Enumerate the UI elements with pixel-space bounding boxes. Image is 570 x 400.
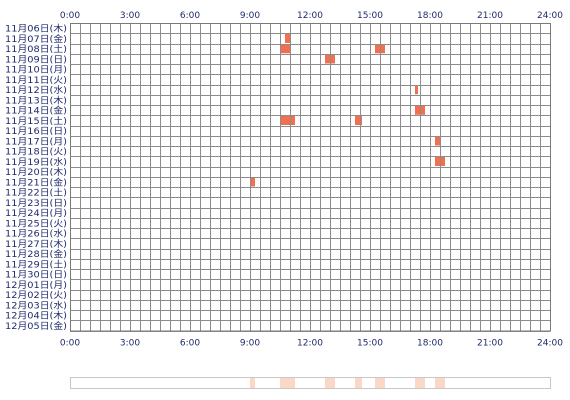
day-label: 11月21日(金) [5, 176, 67, 188]
summary-frame [70, 377, 551, 389]
summary-mark [375, 378, 385, 388]
x-tick-top: 9:00 [240, 11, 260, 21]
day-label: 11月15日(土) [5, 115, 67, 127]
x-tick-bottom: 15:00 [357, 339, 383, 349]
activity-block [355, 115, 362, 125]
chart-grid [70, 23, 551, 332]
day-label: 11月23日(日) [5, 198, 67, 209]
day-label: 11月17日(月) [5, 136, 67, 147]
day-label: 11月27日(木) [5, 238, 67, 250]
activity-block [280, 44, 290, 54]
day-label: 12月05日(金) [5, 320, 67, 332]
x-tick-top: 21:00 [477, 11, 503, 21]
day-label: 11月16日(日) [5, 126, 67, 137]
day-label: 12月04日(木) [5, 310, 67, 322]
summary-mark [415, 378, 425, 388]
activity-block [435, 136, 440, 146]
activity-blocks [250, 33, 445, 187]
x-tick-top: 18:00 [417, 11, 443, 21]
day-label: 11月30日(日) [5, 270, 67, 281]
day-label: 11月06日(木) [5, 23, 67, 35]
day-label: 11月14日(金) [5, 105, 67, 117]
x-tick-bottom: 6:00 [180, 339, 200, 349]
day-label: 11月26日(水) [5, 228, 67, 240]
day-label: 11月18日(火) [5, 147, 67, 158]
day-label: 12月03日(水) [5, 299, 67, 311]
x-tick-bottom: 3:00 [120, 339, 140, 349]
bottom-time-axis: 0:00 3:00 6:00 9:00 12:00 15:00 18:00 21:00 24:0… [60, 339, 563, 349]
day-label: 11月09日(日) [5, 54, 67, 65]
x-tick-bottom: 24:00 [537, 339, 563, 349]
day-label: 11月13日(木) [5, 94, 67, 106]
day-label: 11月20日(木) [5, 166, 67, 178]
day-label: 11月29日(土) [5, 258, 67, 270]
x-tick-top: 0:00 [60, 11, 80, 21]
x-tick-bottom: 0:00 [60, 339, 80, 349]
plot-border [70, 23, 551, 332]
day-label: 11月24日(月) [5, 208, 67, 219]
activity-block [415, 85, 418, 95]
x-tick-bottom: 18:00 [417, 339, 443, 349]
activity-block [250, 177, 255, 187]
summary-mark [250, 378, 255, 388]
summary-strip [70, 377, 551, 389]
summary-mark [325, 378, 335, 388]
day-label: 11月08日(土) [5, 43, 67, 55]
day-label: 11月28日(金) [5, 248, 67, 260]
day-label: 11月19日(水) [5, 156, 67, 168]
x-tick-top: 3:00 [120, 11, 140, 21]
day-label: 11月11日(火) [5, 75, 67, 86]
day-label: 11月07日(金) [5, 33, 67, 45]
day-labels: 11月06日(木)11月07日(金)11月08日(土)11月09日(日)11月1… [5, 23, 67, 332]
summary-mark [435, 378, 445, 388]
x-tick-bottom: 12:00 [297, 339, 323, 349]
summary-mark [280, 378, 295, 388]
day-label: 11月12日(水) [5, 84, 67, 96]
x-tick-top: 12:00 [297, 11, 323, 21]
x-tick-bottom: 21:00 [477, 339, 503, 349]
day-label: 12月02日(火) [5, 290, 67, 301]
day-label: 11月25日(火) [5, 218, 67, 229]
top-time-axis: 0:00 3:00 6:00 9:00 12:00 15:00 18:00 21:00 24:0… [60, 11, 563, 21]
x-tick-top: 15:00 [357, 11, 383, 21]
day-label: 12月01日(月) [5, 280, 67, 291]
day-label: 11月10日(月) [5, 65, 67, 76]
x-tick-bottom: 9:00 [240, 339, 260, 349]
x-tick-top: 6:00 [180, 11, 200, 21]
x-tick-top: 24:00 [537, 11, 563, 21]
activity-block [285, 33, 290, 43]
activity-block [280, 115, 295, 125]
summary-mark [355, 378, 362, 388]
day-label: 11月22日(土) [5, 187, 67, 199]
